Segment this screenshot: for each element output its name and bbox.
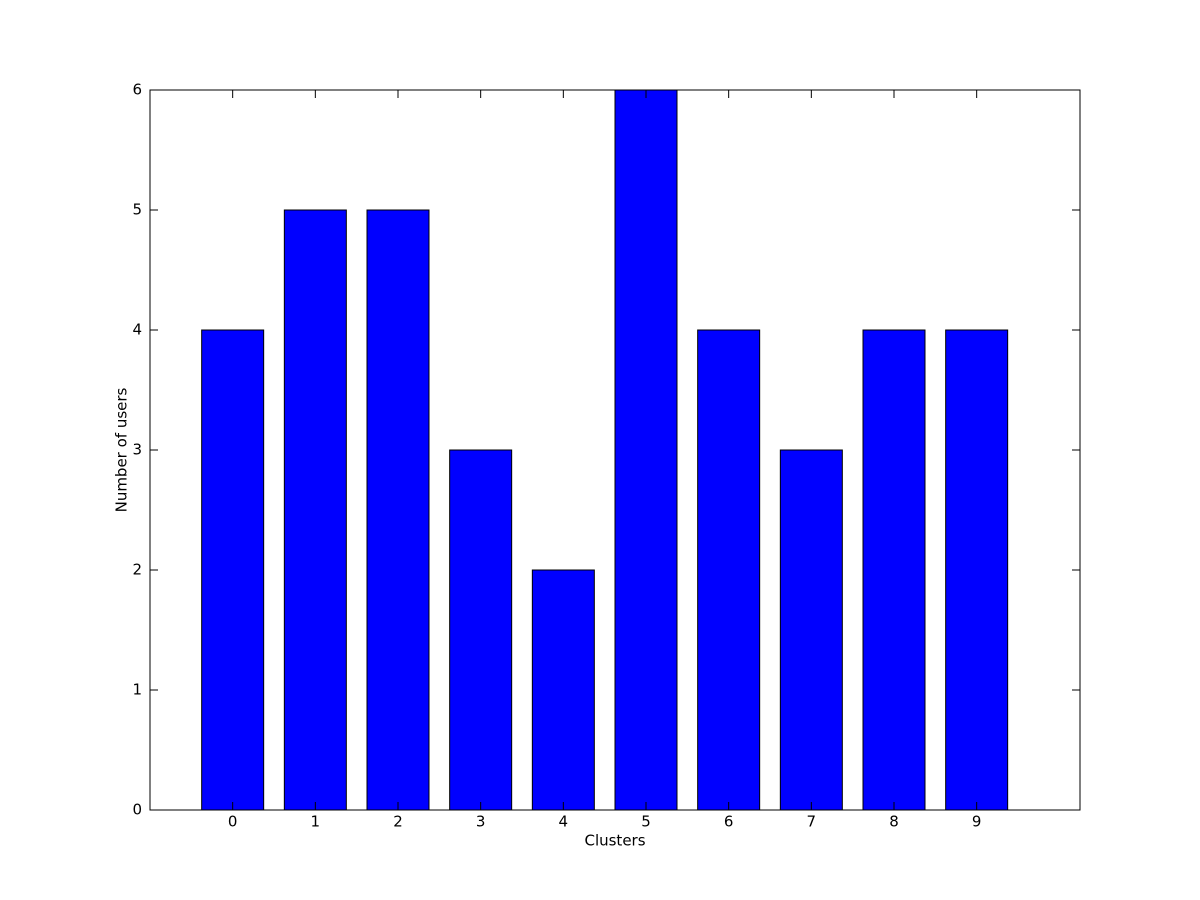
bar [283,209,347,811]
x-tick-label: 9 [972,813,982,831]
x-tick-label: 1 [311,813,321,831]
y-tick-label: 1 [132,681,142,699]
y-axis-label: Number of users [113,387,131,512]
bar [779,449,843,811]
x-tick-label: 5 [641,813,651,831]
y-tick-label: 3 [132,441,142,459]
bar [449,449,513,811]
bar [614,89,678,811]
bar [697,329,761,811]
y-tick-label: 2 [132,561,142,579]
y-tick-label: 6 [132,81,142,99]
bar [862,329,926,811]
y-tick-label: 0 [132,801,142,819]
bar [201,329,265,811]
bar [531,569,595,811]
x-tick-label: 8 [889,813,899,831]
x-tick-label: 2 [393,813,403,831]
bar [945,329,1009,811]
x-tick-label: 6 [724,813,734,831]
y-tick-label: 5 [132,201,142,219]
x-tick-label: 3 [476,813,486,831]
x-tick-label: 4 [559,813,569,831]
y-tick-label: 4 [132,321,142,339]
x-axis-label: Clusters [584,832,645,850]
x-tick-label: 0 [228,813,238,831]
bar [366,209,430,811]
x-tick-label: 7 [807,813,817,831]
